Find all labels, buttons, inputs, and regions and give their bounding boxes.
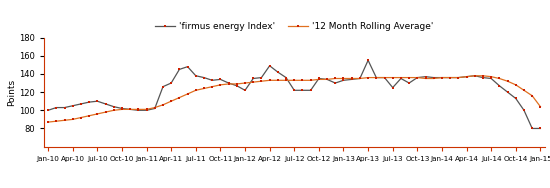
'firmus energy Index' [480, 77, 486, 79]
'12 Month Rolling Average' [45, 121, 51, 123]
'12 Month Rolling Average' [217, 84, 224, 86]
'firmus energy Index' [217, 78, 224, 80]
Y-axis label: Points: Points [7, 79, 16, 106]
'firmus energy Index' [365, 59, 371, 61]
'firmus energy Index' [45, 109, 51, 111]
'firmus energy Index' [307, 89, 314, 91]
'12 Month Rolling Average' [307, 79, 314, 81]
'12 Month Rolling Average' [340, 77, 347, 80]
Legend: 'firmus energy Index', '12 Month Rolling Average': 'firmus energy Index', '12 Month Rolling… [155, 22, 433, 31]
Line: 'firmus energy Index': 'firmus energy Index' [47, 59, 542, 130]
'12 Month Rolling Average' [160, 104, 166, 106]
'firmus energy Index' [143, 109, 150, 111]
'firmus energy Index' [537, 127, 544, 130]
'12 Month Rolling Average' [471, 75, 478, 77]
'12 Month Rolling Average' [480, 75, 486, 77]
'firmus energy Index' [160, 86, 166, 88]
'firmus energy Index' [340, 79, 347, 81]
'firmus energy Index' [529, 127, 536, 130]
'12 Month Rolling Average' [537, 105, 544, 108]
Line: '12 Month Rolling Average': '12 Month Rolling Average' [47, 74, 542, 124]
'12 Month Rolling Average' [143, 108, 150, 111]
